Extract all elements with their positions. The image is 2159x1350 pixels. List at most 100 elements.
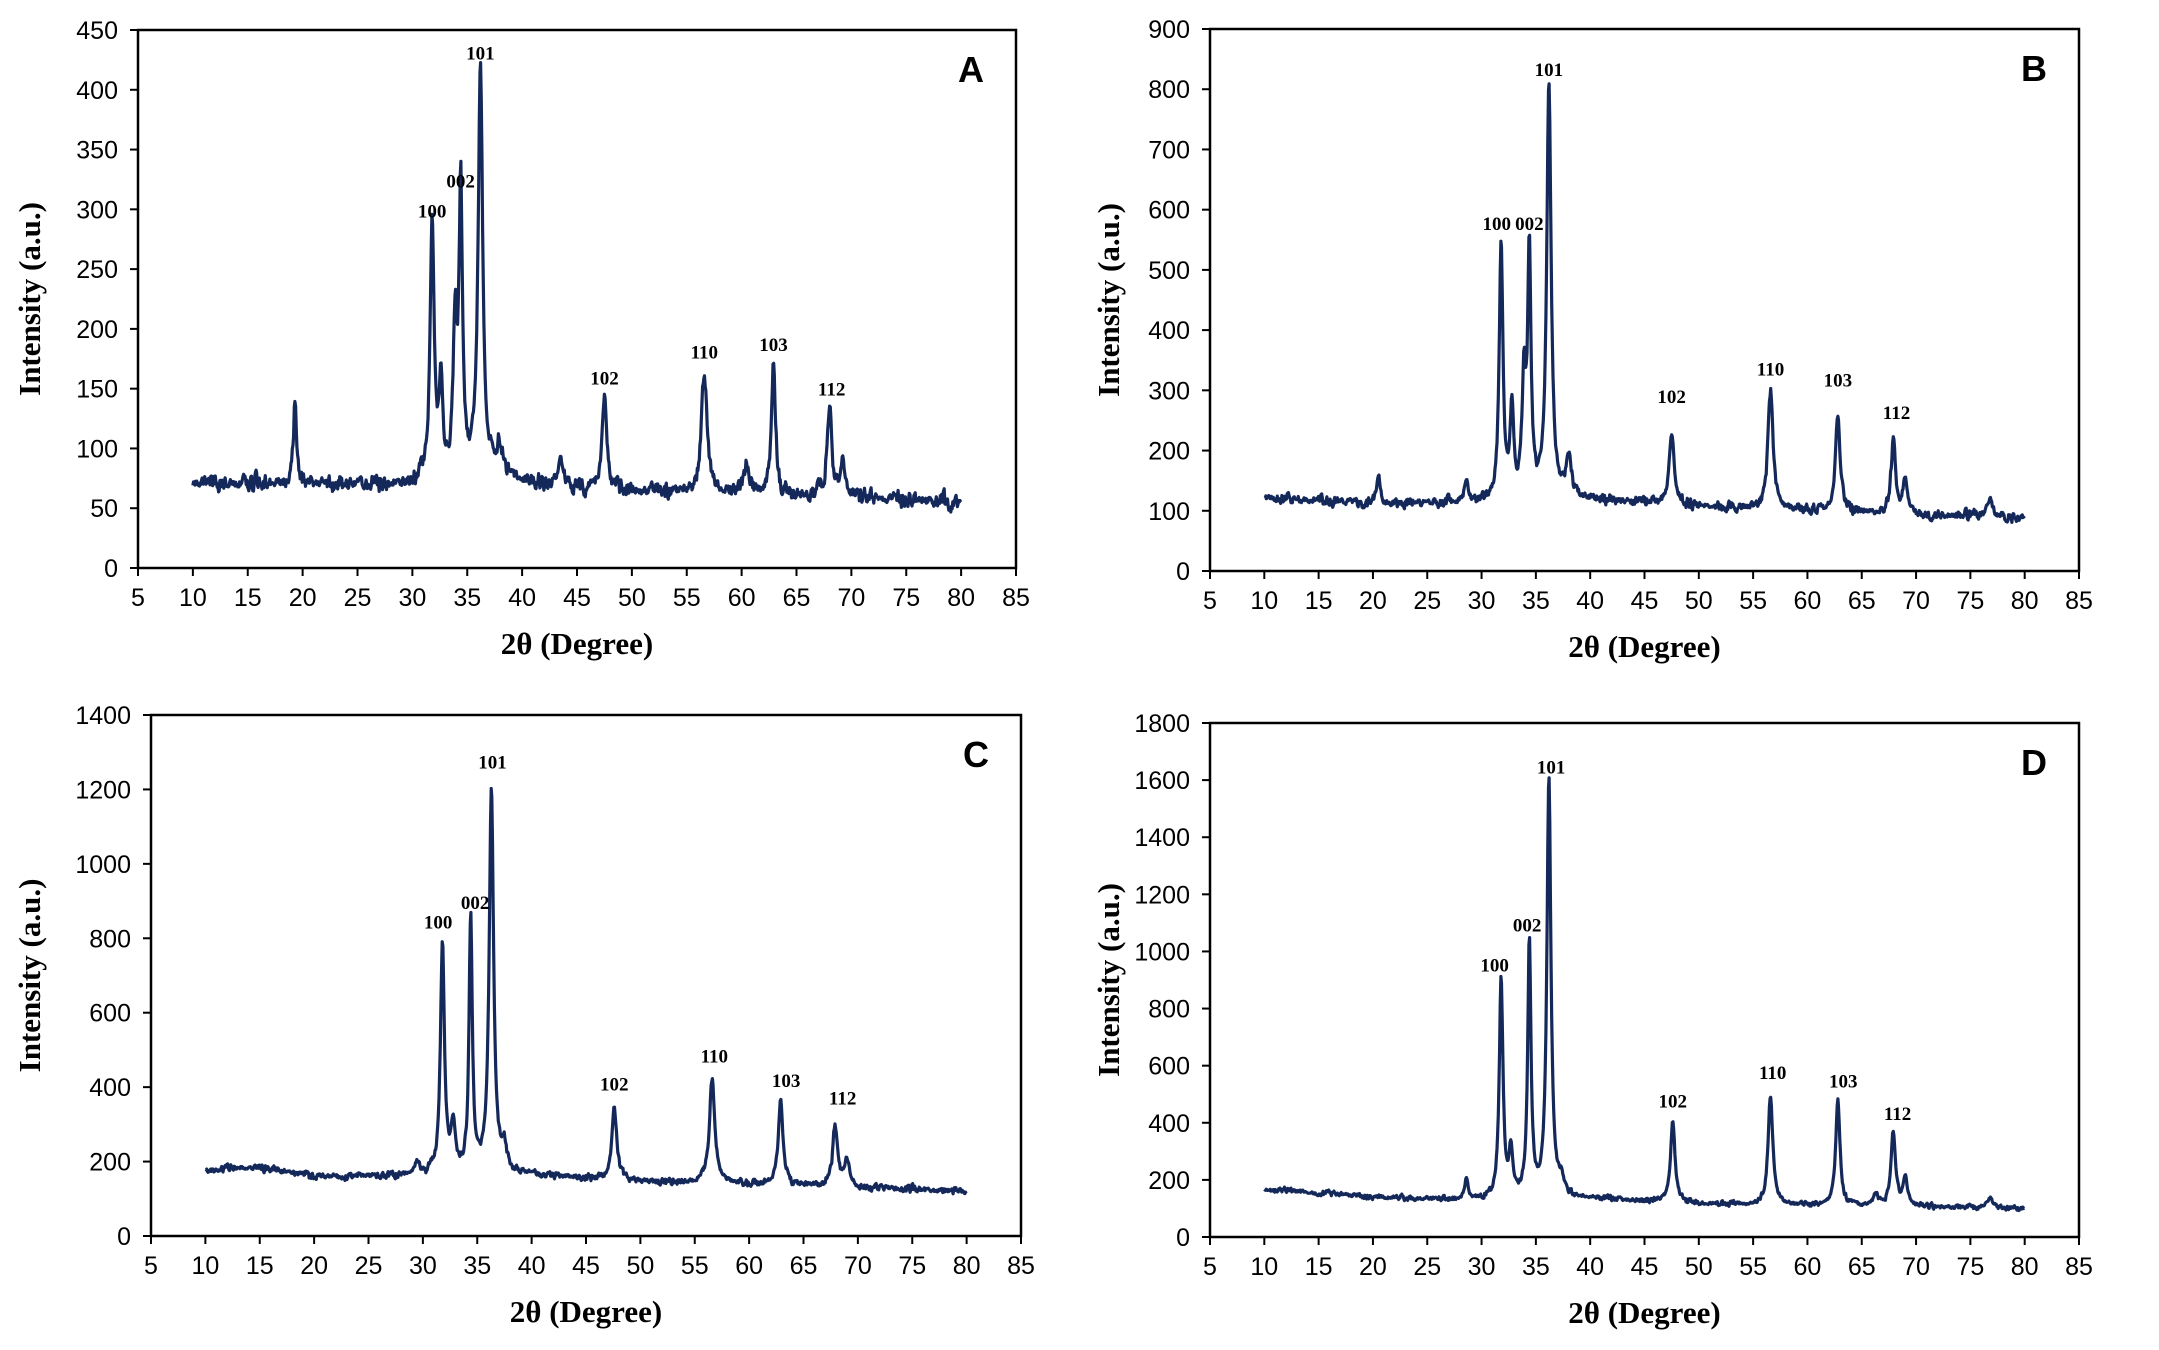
peak-label-110: 110 [701, 1047, 728, 1068]
x-tick-label: 5 [1203, 587, 1217, 615]
x-tick-label: 15 [1305, 587, 1333, 615]
x-tick-label: 80 [953, 1252, 981, 1280]
peak-label-002: 002 [461, 893, 490, 914]
x-tick-label: 85 [1007, 1252, 1035, 1280]
x-tick-label: 20 [1359, 1253, 1387, 1281]
y-axis-title: Intensity (a.u.) [12, 879, 47, 1073]
x-tick-label: 65 [1848, 1253, 1876, 1281]
y-tick-label: 700 [1148, 136, 1190, 164]
x-tick-label: 45 [1631, 1253, 1659, 1281]
y-tick-label: 300 [1148, 377, 1190, 405]
y-tick-label: 1200 [1134, 881, 1190, 909]
x-tick-label: 40 [508, 584, 536, 612]
peak-label-002: 002 [1515, 214, 1544, 235]
peak-label-002: 002 [1513, 916, 1542, 937]
x-axis-title: 2θ (Degree) [510, 1294, 662, 1329]
y-tick-label: 800 [1148, 76, 1190, 104]
x-tick-label: 70 [1902, 1253, 1930, 1281]
x-axis-title: 2θ (Degree) [501, 626, 653, 661]
y-tick-label: 250 [76, 256, 118, 284]
x-tick-label: 70 [1902, 587, 1930, 615]
x-axis-title: 2θ (Degree) [1568, 1295, 1720, 1330]
y-axis-title: Intensity (a.u.) [1091, 203, 1126, 397]
peak-label-101: 101 [478, 753, 507, 774]
y-tick-label: 800 [1148, 996, 1190, 1024]
x-tick-label: 50 [618, 584, 646, 612]
y-tick-label: 100 [1148, 498, 1190, 526]
x-tick-label: 30 [1468, 1253, 1496, 1281]
peak-label-102: 102 [590, 369, 619, 390]
x-tick-label: 40 [1576, 1253, 1604, 1281]
x-tick-label: 60 [1794, 587, 1822, 615]
peak-label-101: 101 [1537, 757, 1566, 778]
y-tick-label: 400 [1148, 1110, 1190, 1138]
x-tick-label: 10 [1250, 1253, 1278, 1281]
panel-letter: D [2021, 742, 2047, 783]
x-tick-label: 5 [144, 1252, 158, 1280]
x-tick-label: 35 [463, 1252, 491, 1280]
x-tick-label: 55 [681, 1252, 709, 1280]
y-axis-title: Intensity (a.u.) [12, 202, 47, 396]
x-tick-label: 30 [1468, 587, 1496, 615]
y-tick-label: 600 [1148, 1053, 1190, 1081]
x-tick-label: 30 [398, 584, 426, 612]
peak-label-103: 103 [1829, 1071, 1858, 1092]
y-tick-label: 200 [1148, 438, 1190, 466]
xrd-panel-a: 5 10 15 20 25 30 35 40 45 50 55 60 65 70 75 80 85 0 50 100 1… [0, 0, 1080, 680]
x-tick-label: 80 [2011, 587, 2039, 615]
x-tick-label: 25 [1413, 587, 1441, 615]
x-tick-label: 75 [1956, 1253, 1984, 1281]
x-tick-label: 70 [844, 1252, 872, 1280]
y-tick-label: 1600 [1134, 767, 1190, 795]
x-tick-label: 15 [246, 1252, 274, 1280]
xrd-panel-d: 5 10 15 20 25 30 35 40 45 50 55 60 65 70 75 80 85 0 200 400… [1079, 675, 2159, 1350]
plot-frame [1208, 721, 2081, 1239]
x-tick-label: 75 [1956, 587, 1984, 615]
y-tick-label: 500 [1148, 257, 1190, 285]
x-tick-label: 30 [409, 1252, 437, 1280]
x-tick-label: 60 [1794, 1253, 1822, 1281]
xrd-panel-b: 5 10 15 20 25 30 35 40 45 50 55 60 65 70 75 80 85 0 100 200… [1079, 0, 2159, 680]
peak-label-100: 100 [424, 913, 453, 934]
x-tick-label: 20 [1359, 587, 1387, 615]
peak-label-102: 102 [1657, 387, 1686, 408]
x-tick-label: 35 [1522, 1253, 1550, 1281]
panel-letter: A [958, 49, 984, 90]
y-tick-label: 1400 [1134, 824, 1190, 852]
y-tick-label: 400 [1148, 317, 1190, 345]
y-tick-label: 50 [90, 495, 118, 523]
peak-label-112: 112 [818, 379, 845, 400]
y-tick-label: 100 [76, 435, 118, 463]
y-tick-label: 150 [76, 376, 118, 404]
x-tick-label: 80 [947, 584, 975, 612]
y-tick-label: 1200 [75, 776, 131, 804]
y-tick-label: 0 [1176, 558, 1190, 586]
diffraction-pattern-line [204, 786, 968, 1196]
xrd-panel-c: 5 10 15 20 25 30 35 40 45 50 55 60 65 70 75 80 85 0 200 400… [0, 675, 1080, 1350]
x-tick-label: 85 [2065, 587, 2093, 615]
x-tick-label: 10 [191, 1252, 219, 1280]
x-tick-label: 5 [131, 584, 145, 612]
x-tick-label: 10 [1250, 587, 1278, 615]
x-tick-label: 35 [1522, 587, 1550, 615]
peak-label-101: 101 [1535, 60, 1564, 81]
y-tick-label: 200 [1148, 1167, 1190, 1195]
y-tick-label: 200 [89, 1149, 131, 1177]
x-tick-label: 65 [790, 1252, 818, 1280]
y-tick-label: 400 [76, 77, 118, 105]
peak-label-100: 100 [1480, 956, 1509, 977]
x-tick-label: 40 [1576, 587, 1604, 615]
y-tick-label: 350 [76, 137, 118, 165]
plot-frame [1208, 27, 2081, 573]
y-tick-label: 1000 [75, 851, 131, 879]
x-tick-label: 50 [626, 1252, 654, 1280]
x-axis-title: 2θ (Degree) [1568, 629, 1720, 664]
chart-svg: 5 10 15 20 25 30 35 40 45 50 55 60 65 70 75 80 85 0 100 200… [1091, 16, 2093, 664]
x-tick-label: 85 [2065, 1253, 2093, 1281]
y-tick-label: 1000 [1134, 938, 1190, 966]
x-tick-label: 65 [1848, 587, 1876, 615]
x-tick-label: 60 [735, 1252, 763, 1280]
x-tick-label: 50 [1685, 587, 1713, 615]
x-tick-label: 85 [1002, 584, 1030, 612]
y-tick-label: 400 [89, 1074, 131, 1102]
